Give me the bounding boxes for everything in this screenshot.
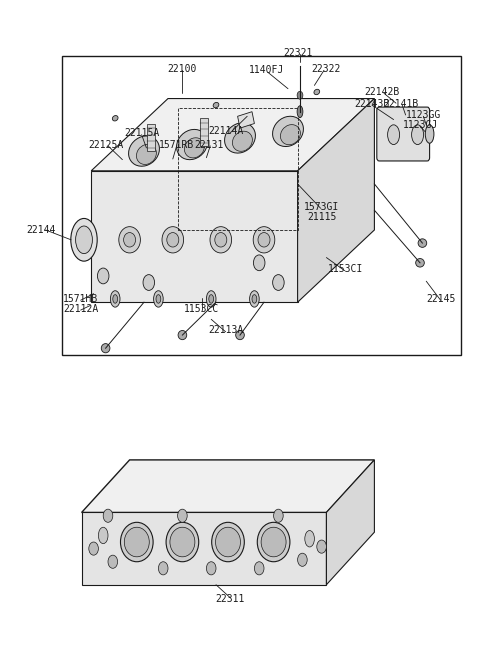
Ellipse shape bbox=[297, 106, 303, 118]
Text: 22125A: 22125A bbox=[88, 139, 123, 150]
Ellipse shape bbox=[184, 138, 204, 158]
Text: 1573GI: 1573GI bbox=[304, 202, 339, 212]
Bar bbox=[62, 56, 461, 355]
Ellipse shape bbox=[425, 125, 434, 143]
Ellipse shape bbox=[418, 238, 427, 248]
Text: 1140FJ: 1140FJ bbox=[249, 65, 284, 76]
Circle shape bbox=[297, 91, 303, 99]
Circle shape bbox=[97, 268, 109, 284]
Text: 22322: 22322 bbox=[312, 64, 341, 74]
Text: 22114A: 22114A bbox=[208, 126, 243, 137]
Text: 1153CI: 1153CI bbox=[328, 264, 363, 275]
Ellipse shape bbox=[98, 527, 108, 544]
Ellipse shape bbox=[156, 294, 161, 304]
Circle shape bbox=[143, 275, 155, 290]
Ellipse shape bbox=[280, 125, 300, 145]
Ellipse shape bbox=[178, 330, 187, 340]
Ellipse shape bbox=[273, 116, 303, 147]
Ellipse shape bbox=[412, 125, 424, 145]
Circle shape bbox=[108, 555, 118, 568]
Text: 22100: 22100 bbox=[168, 64, 197, 74]
Ellipse shape bbox=[215, 233, 227, 247]
Ellipse shape bbox=[120, 522, 153, 562]
Ellipse shape bbox=[252, 294, 257, 304]
Circle shape bbox=[254, 562, 264, 575]
Text: 22321: 22321 bbox=[283, 47, 312, 58]
Text: 22144: 22144 bbox=[26, 225, 56, 235]
Text: 21115: 21115 bbox=[307, 212, 336, 222]
Text: 22141B: 22141B bbox=[383, 99, 419, 109]
Ellipse shape bbox=[387, 125, 399, 145]
Ellipse shape bbox=[258, 233, 270, 247]
Text: 1571RB: 1571RB bbox=[159, 139, 194, 150]
Text: 22311: 22311 bbox=[216, 594, 245, 604]
Ellipse shape bbox=[162, 227, 184, 253]
Bar bbox=[147, 124, 155, 151]
Text: 1123GJ: 1123GJ bbox=[402, 120, 438, 130]
Ellipse shape bbox=[71, 218, 97, 261]
Circle shape bbox=[273, 275, 284, 290]
Polygon shape bbox=[326, 460, 374, 585]
Text: 1153CC: 1153CC bbox=[184, 304, 219, 314]
Ellipse shape bbox=[257, 522, 290, 562]
Ellipse shape bbox=[177, 129, 207, 160]
Text: 22115A: 22115A bbox=[124, 128, 159, 139]
Ellipse shape bbox=[416, 258, 424, 267]
Ellipse shape bbox=[232, 131, 252, 151]
Bar bbox=[200, 118, 208, 146]
Ellipse shape bbox=[209, 294, 214, 304]
Polygon shape bbox=[298, 99, 374, 302]
Circle shape bbox=[274, 509, 283, 522]
Polygon shape bbox=[91, 99, 374, 171]
Ellipse shape bbox=[167, 233, 179, 247]
Ellipse shape bbox=[101, 344, 110, 353]
Ellipse shape bbox=[314, 89, 320, 95]
Ellipse shape bbox=[119, 227, 141, 253]
Ellipse shape bbox=[216, 527, 240, 557]
Ellipse shape bbox=[261, 527, 286, 557]
Ellipse shape bbox=[124, 233, 136, 247]
Ellipse shape bbox=[253, 227, 275, 253]
Circle shape bbox=[89, 542, 98, 555]
Bar bbox=[178, 108, 298, 230]
Circle shape bbox=[298, 553, 307, 566]
Text: 22113A: 22113A bbox=[208, 325, 243, 336]
Text: 22143B: 22143B bbox=[354, 99, 390, 109]
Ellipse shape bbox=[166, 522, 199, 562]
Polygon shape bbox=[82, 512, 326, 585]
Polygon shape bbox=[238, 112, 254, 128]
Ellipse shape bbox=[129, 136, 159, 166]
Ellipse shape bbox=[213, 102, 219, 108]
Text: 22145: 22145 bbox=[426, 294, 456, 304]
Text: 1571HB: 1571HB bbox=[63, 294, 98, 304]
FancyBboxPatch shape bbox=[377, 107, 430, 161]
Circle shape bbox=[178, 509, 187, 522]
Polygon shape bbox=[82, 460, 374, 512]
Ellipse shape bbox=[110, 290, 120, 307]
Ellipse shape bbox=[210, 227, 232, 253]
Ellipse shape bbox=[75, 226, 92, 254]
Ellipse shape bbox=[206, 290, 216, 307]
Ellipse shape bbox=[113, 294, 118, 304]
Ellipse shape bbox=[170, 527, 195, 557]
Ellipse shape bbox=[305, 531, 314, 547]
Polygon shape bbox=[91, 171, 298, 302]
Ellipse shape bbox=[124, 527, 149, 557]
Ellipse shape bbox=[250, 290, 259, 307]
Ellipse shape bbox=[154, 290, 163, 307]
Ellipse shape bbox=[136, 145, 156, 164]
Text: 1123GG: 1123GG bbox=[406, 110, 441, 120]
Circle shape bbox=[206, 562, 216, 575]
Ellipse shape bbox=[225, 123, 255, 153]
Circle shape bbox=[158, 562, 168, 575]
Circle shape bbox=[253, 255, 265, 271]
Text: 22112A: 22112A bbox=[63, 304, 98, 314]
Text: 22142B: 22142B bbox=[364, 87, 399, 97]
Ellipse shape bbox=[112, 116, 118, 121]
Circle shape bbox=[103, 509, 113, 522]
Ellipse shape bbox=[236, 330, 244, 340]
Ellipse shape bbox=[212, 522, 244, 562]
Circle shape bbox=[317, 540, 326, 553]
Text: 22131: 22131 bbox=[194, 139, 224, 150]
